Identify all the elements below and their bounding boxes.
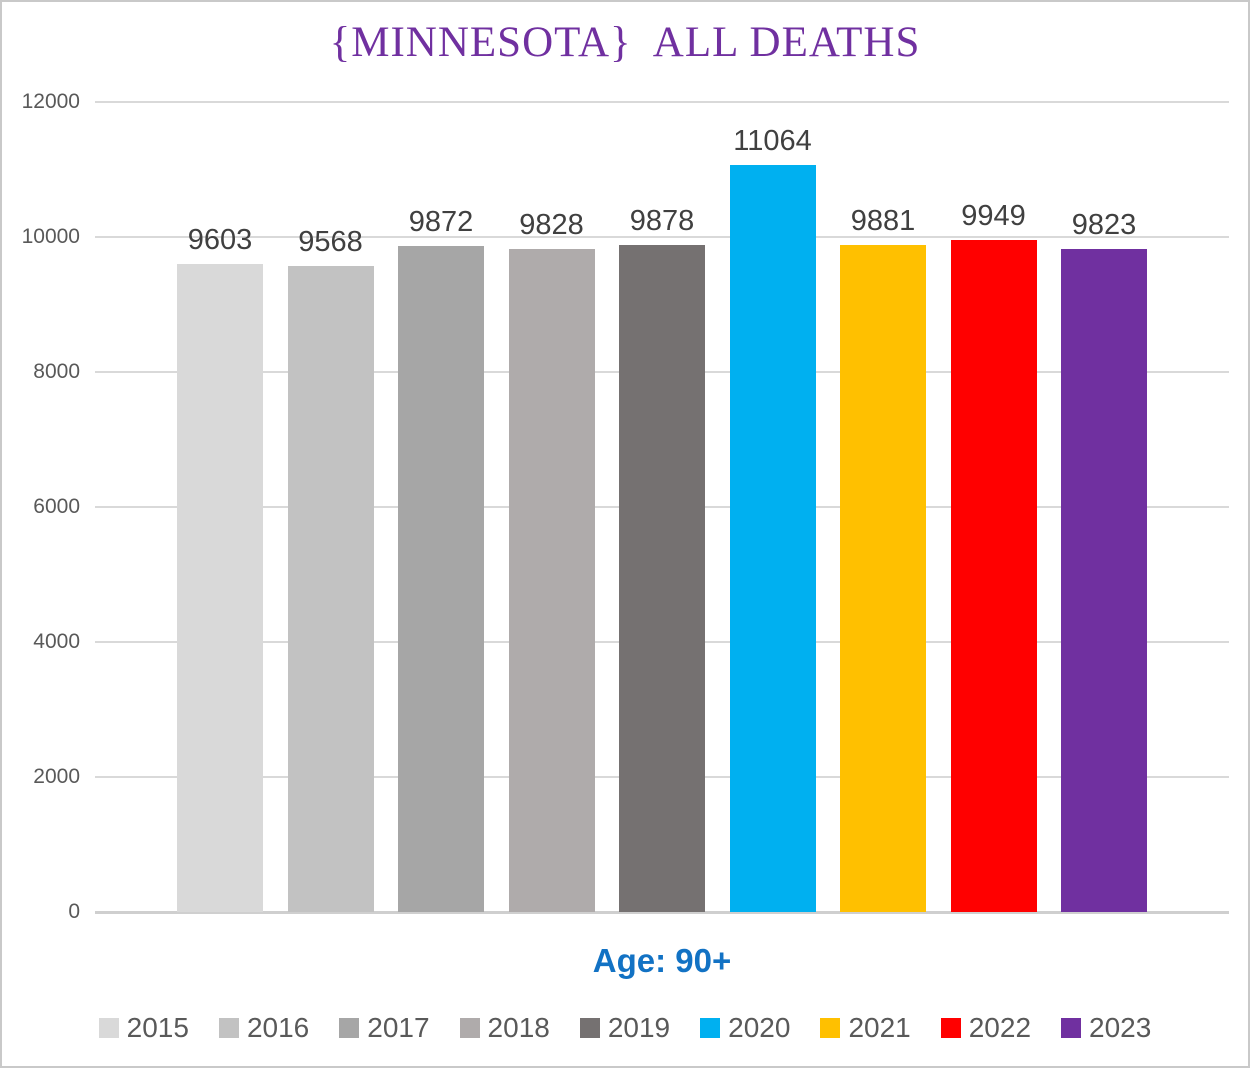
bar-2019 [619, 245, 705, 912]
gridline [95, 101, 1229, 103]
bar-2021 [840, 245, 926, 912]
bar-group-2022: 9949 [950, 102, 1037, 912]
bar-value-label: 9568 [298, 226, 363, 259]
chart-title: {MINNESOTA} ALL DEATHS [329, 19, 921, 66]
legend-swatch-icon [218, 1018, 239, 1038]
bar-2022 [950, 240, 1037, 912]
legend-swatch-icon [1061, 1018, 1082, 1038]
bar-group-2018: 9828 [508, 102, 595, 912]
bar-value-label: 9823 [1071, 208, 1137, 241]
plot-area: 9603 9568 9872 9828 9878 11064 9881 9949 9823 [95, 101, 1229, 914]
bar-value-label: 9872 [408, 205, 474, 238]
y-tick-label: 12000 [21, 90, 80, 113]
bar-group-2023: 9823 [1061, 102, 1147, 912]
bar-group-2021: 9881 [840, 102, 926, 912]
bar-2023 [1061, 248, 1147, 912]
legend-item-2022: 2022 [940, 1012, 1032, 1043]
y-tick-label: 2000 [33, 765, 80, 788]
legend-label: 2022 [968, 1012, 1032, 1043]
legend-label: 2015 [126, 1012, 189, 1043]
bar-value-label: 9828 [519, 208, 584, 241]
legend-item-2023: 2023 [1061, 1014, 1151, 1042]
bars-layer: 9603 9568 9872 9828 9878 11064 9881 9949 9823 [95, 102, 1229, 912]
legend-item-2021: 2021 [820, 1012, 911, 1043]
legend-swatch-icon [700, 1018, 721, 1038]
legend-item-2019: 2019 [579, 1012, 671, 1043]
bar-value-label: 11064 [733, 125, 812, 158]
bar-2017 [398, 245, 484, 912]
y-tick-label: 6000 [33, 495, 80, 518]
gridline [95, 236, 1229, 238]
legend-label: 2023 [1089, 1012, 1152, 1043]
bar-value-label: 9881 [850, 205, 916, 238]
legend-label: 2021 [848, 1012, 911, 1043]
legend-label: 2019 [607, 1012, 671, 1043]
legend-label: 2017 [367, 1012, 430, 1043]
bar-value-label: 9603 [187, 223, 253, 256]
legend-swatch-icon [459, 1018, 480, 1038]
legend: 2015 2016 2017 2018 2019 2020 2021 2022 2023 [2, 1014, 1248, 1042]
y-tick-label: 10000 [21, 225, 80, 248]
legend-label: 2020 [728, 1012, 791, 1043]
bar-group-2019: 9878 [619, 102, 705, 912]
legend-swatch-icon [820, 1018, 841, 1038]
bar-group-2015: 9603 [177, 102, 263, 912]
legend-label: 2016 [246, 1012, 310, 1043]
legend-item-2018: 2018 [459, 1012, 550, 1043]
bar-2020 [729, 165, 816, 912]
bar-value-label: 9949 [961, 200, 1026, 233]
legend-item-2020: 2020 [700, 1014, 790, 1042]
bar-group-2020: 11064 [729, 102, 816, 912]
legend-label: 2018 [487, 1012, 550, 1043]
bar-group-2016: 9568 [287, 102, 374, 912]
bar-value-label: 9878 [629, 205, 695, 238]
legend-swatch-icon [940, 1018, 961, 1038]
y-tick-label: 0 [68, 900, 80, 923]
axis-title: Age: 90+ [592, 942, 732, 979]
legend-item-2015: 2015 [98, 1012, 189, 1043]
legend-swatch-icon [339, 1018, 360, 1038]
legend-swatch-icon [579, 1018, 600, 1038]
y-tick-label: 4000 [33, 630, 80, 653]
y-tick-label: 8000 [33, 360, 80, 383]
bar-2016 [287, 266, 374, 912]
bar-group-2017: 9872 [398, 102, 484, 912]
gridline [95, 911, 1229, 914]
bar-2018 [508, 248, 595, 912]
legend-swatch-icon [98, 1018, 119, 1038]
legend-item-2017: 2017 [339, 1012, 430, 1043]
bar-2015 [177, 263, 263, 912]
legend-item-2016: 2016 [218, 1012, 310, 1043]
